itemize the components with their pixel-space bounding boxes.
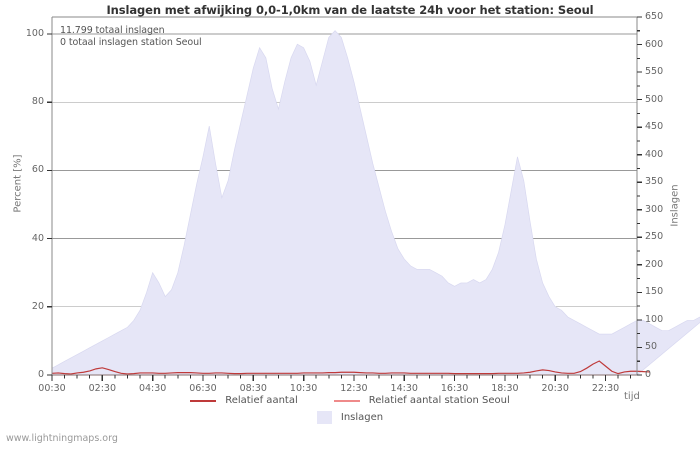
y-axis-left-tick-100: 100 [25,28,44,40]
legend-label: Relatief aantal station Seoul [368,395,510,406]
y-axis-right-tick-450: 450 [645,121,664,133]
x-axis-tick-1830: 18:30 [491,383,519,394]
legend-item-2[interactable]: Inslagen [316,411,384,424]
footer-source-url: www.lightningmaps.org [6,433,118,444]
y-axis-left-tick-60: 60 [31,164,44,176]
y-axis-right-tick-250: 250 [645,231,664,243]
x-axis-tick-1230: 12:30 [340,383,368,394]
x-axis-tick-1630: 16:30 [440,383,469,394]
legend-label: Relatief aantal [225,395,298,406]
y-axis-right-tick-150: 150 [645,286,664,298]
x-axis-tick-0430: 04:30 [138,383,167,394]
x-axis-tick-0630: 06:30 [189,383,217,394]
y-axis-right-tick-100: 100 [645,313,664,325]
y-axis-left-tick-0: 0 [37,369,44,380]
legend-line-swatch-icon [190,399,217,402]
axis-ticks [47,16,642,381]
y-axis-right-tick-300: 300 [645,203,664,215]
y-axis-right-tick-350: 350 [645,176,664,188]
y-axis-left-tick-40: 40 [31,232,44,244]
legend-row-primary: Relatief aantal Relatief aantal station S… [0,392,700,409]
annotation-total-strikes: 11.799 totaal inslagen [60,25,165,36]
y-axis-left-tick-20: 20 [31,300,44,312]
x-axis-tick-2030: 20:30 [541,383,569,394]
x-axis-tick-1430: 14:30 [390,383,418,394]
chart-title: Inslagen met afwijking 0,0-1,0km van de … [106,3,594,17]
legend-label: Inslagen [340,412,384,423]
annotation-station-strikes: 0 totaal inslagen station Seoul [60,37,202,48]
y-axis-right-tick-550: 550 [645,66,664,78]
x-axis-tick-0230: 02:30 [88,383,116,394]
x-axis-tick-1030: 10:30 [289,383,318,394]
y-axis-right-tick-500: 500 [645,93,664,105]
y-axis-right-tick-0: 0 [645,369,652,380]
legend-area-swatch-icon [316,411,332,424]
legend-line-swatch-icon [333,399,360,402]
x-axis-tick-2230: 22:30 [591,383,620,394]
x-axis-tick-0030: 00:30 [38,383,66,394]
chart-legend: Relatief aantal Relatief aantal station S… [0,392,700,426]
y-axis-right-tick-650: 650 [645,11,664,22]
y-axis-right-tick-200: 200 [645,258,664,270]
y-axis-left-title: Percent [%] [12,154,24,213]
x-axis-title: tijd [624,391,640,402]
y-axis-right-tick-600: 600 [645,38,664,50]
y-axis-left-tick-80: 80 [31,96,44,108]
x-axis-tick-0830: 08:30 [239,383,267,394]
legend-item-0[interactable]: Relatief aantal [190,395,298,406]
legend-item-1[interactable]: Relatief aantal station Seoul [333,395,510,406]
legend-row-secondary: Inslagen [0,409,700,426]
y-axis-right-tick-400: 400 [645,148,664,160]
area-series-inslagen [51,30,700,376]
y-axis-right-tick-50: 50 [645,341,658,353]
